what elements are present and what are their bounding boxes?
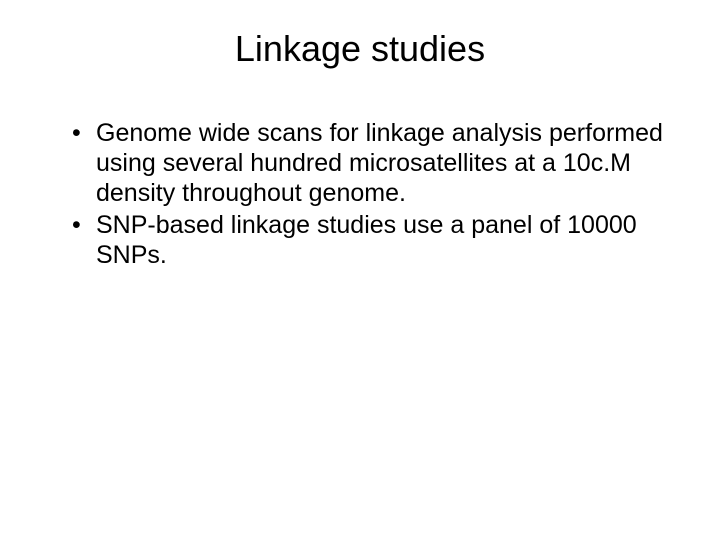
bullet-item: SNP-based linkage studies use a panel of… <box>72 210 670 270</box>
slide-container: Linkage studies Genome wide scans for li… <box>0 0 720 540</box>
bullet-item: Genome wide scans for linkage analysis p… <box>72 118 670 208</box>
bullet-list: Genome wide scans for linkage analysis p… <box>50 118 670 270</box>
slide-title: Linkage studies <box>50 28 670 70</box>
